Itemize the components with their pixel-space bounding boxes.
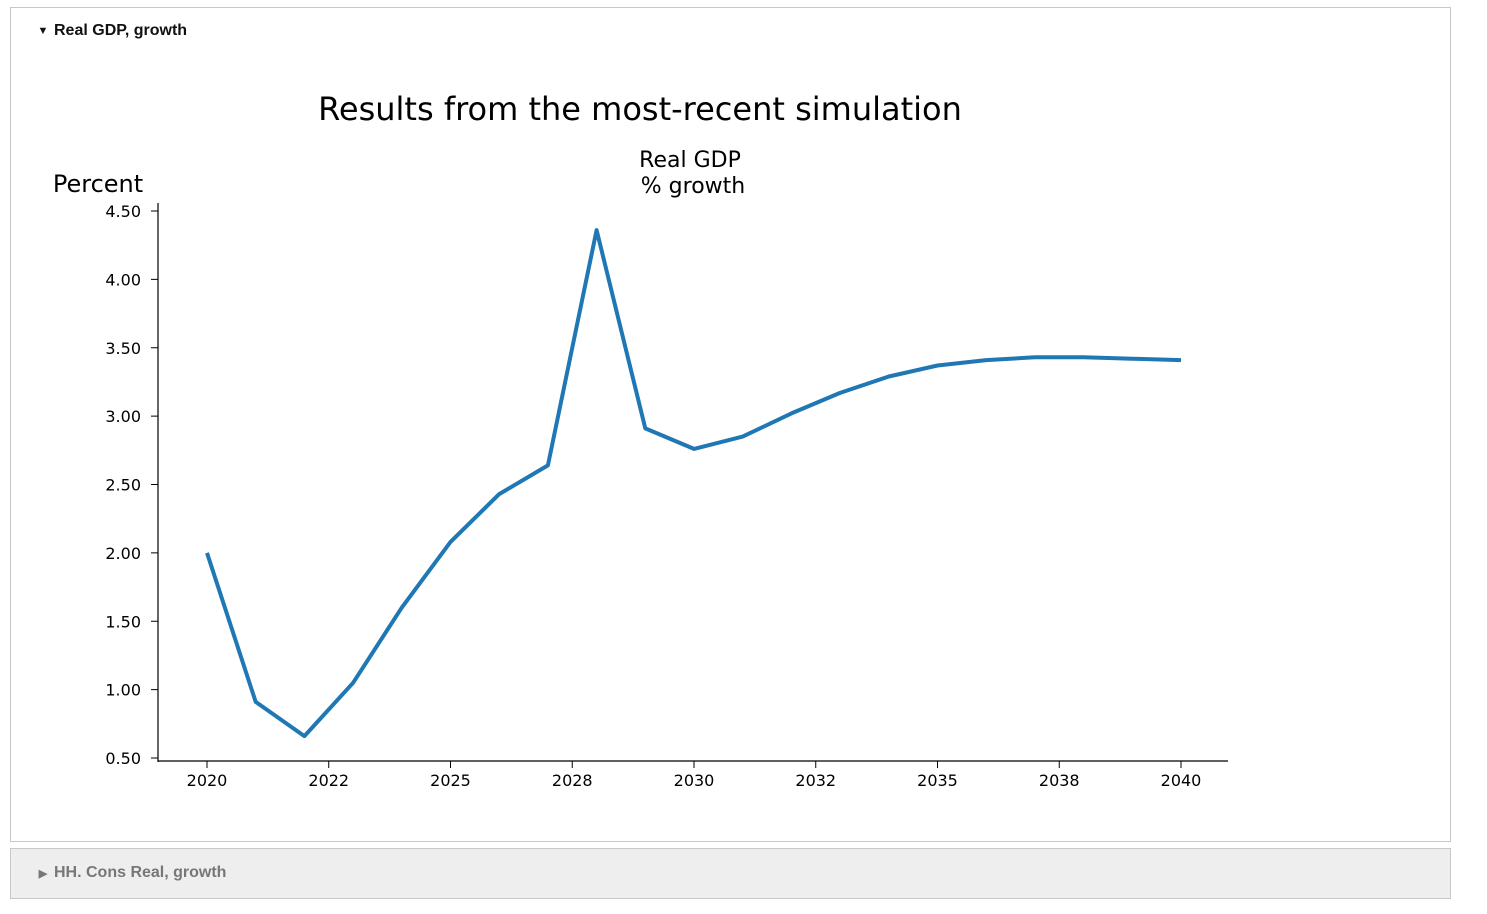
real-gdp-panel: ▼ Real GDP, growth	[10, 7, 1451, 842]
y-tick-label: 0.50	[105, 749, 141, 768]
x-tick-label: 2035	[917, 771, 958, 790]
y-tick-label: 4.50	[105, 202, 141, 221]
y-tick-label: 3.50	[105, 339, 141, 358]
y-tick-label: 4.00	[105, 270, 141, 289]
x-tick-label: 2022	[308, 771, 349, 790]
x-tick-label: 2028	[552, 771, 593, 790]
chart: Results from the most-recent simulation …	[53, 90, 1228, 790]
y-tick-label: 2.50	[105, 476, 141, 495]
panel-label: HH. Cons Real, growth	[54, 864, 227, 881]
x-tick-label: 2032	[795, 771, 836, 790]
y-tick-label: 3.00	[105, 407, 141, 426]
x-tick-label: 2038	[1039, 771, 1080, 790]
chart-subtitle-line1: Real GDP	[639, 148, 741, 173]
y-axis-label: Percent	[53, 170, 143, 198]
y-tick-label: 1.50	[105, 612, 141, 631]
panel-label: Real GDP, growth	[54, 22, 188, 39]
chart-subtitle-line2: % growth	[641, 174, 745, 199]
x-tick-label: 2025	[430, 771, 471, 790]
x-tick-label: 2040	[1161, 771, 1202, 790]
real-gdp-panel-header[interactable]: ▼ Real GDP, growth	[36, 22, 188, 40]
caret-down-icon: ▼	[37, 25, 49, 37]
hh-cons-panel: ▶ HH. Cons Real, growth	[10, 848, 1451, 899]
x-tick-label: 2030	[674, 771, 715, 790]
x-tick-label: 2020	[187, 771, 228, 790]
chart-title: Results from the most-recent simulation	[318, 90, 962, 128]
caret-right-icon: ▶	[38, 867, 48, 880]
series-line-real-gdp	[205, 228, 1182, 739]
y-ticks: 0.50 1.00 1.50 2.00 2.50 3.00 3.50 4.00 4.50	[105, 202, 158, 768]
hh-cons-panel-header[interactable]: ▶ HH. Cons Real, growth	[36, 864, 227, 882]
y-tick-label: 1.00	[105, 681, 141, 700]
x-ticks: 2020 2022 2025 2028 2030 2032 2035 2038 2040	[187, 761, 1202, 790]
y-tick-label: 2.00	[105, 544, 141, 563]
